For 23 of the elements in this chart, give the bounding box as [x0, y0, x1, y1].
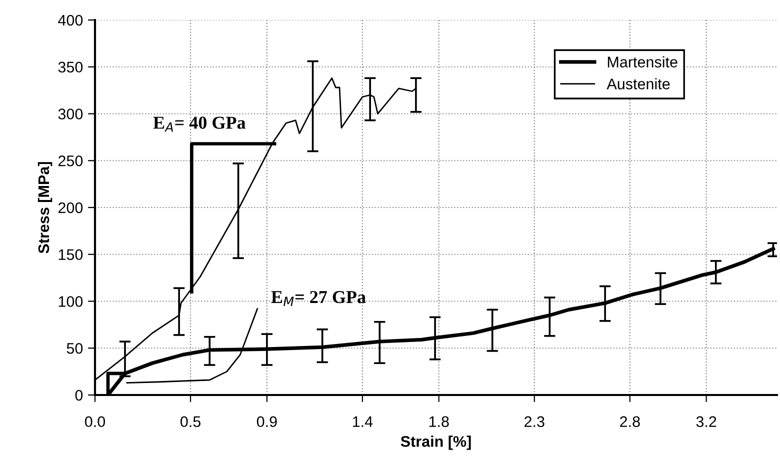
- x-tick-label: 1.8: [429, 416, 449, 428]
- y-tick-label: 350: [58, 62, 83, 73]
- y-tick-label: 100: [58, 296, 83, 307]
- y-tick-label: 200: [58, 202, 83, 214]
- x-tick-label: 3.2: [696, 416, 716, 428]
- annotation: E$_{A}$= 40 GPa: [153, 116, 246, 132]
- y-tick-label: 250: [58, 155, 83, 166]
- annotation: E$_{M}$= 27 GPa: [271, 291, 366, 306]
- legend-label: Austenite: [606, 78, 670, 90]
- legend-label: Martensite: [608, 56, 678, 68]
- y-tick-label: 0: [75, 390, 83, 401]
- x-tick-label: 2.8: [620, 416, 640, 428]
- y-tick-label: 50: [66, 342, 83, 354]
- y-tick-label: 400: [58, 14, 83, 26]
- x-tick-label: 0.9: [256, 416, 277, 428]
- y-tick-label: 150: [58, 249, 83, 260]
- x-tick-label: 1.4: [353, 416, 373, 427]
- x-tick-label: 0.0: [84, 416, 106, 428]
- y-tick-label: 300: [58, 108, 83, 120]
- x-tick-label: 2.3: [524, 416, 544, 428]
- x-tick-label: 0.5: [180, 416, 200, 428]
- x-axis-title: Strain [%]: [400, 436, 471, 450]
- y-axis-title: Stress [MPa]: [38, 162, 52, 254]
